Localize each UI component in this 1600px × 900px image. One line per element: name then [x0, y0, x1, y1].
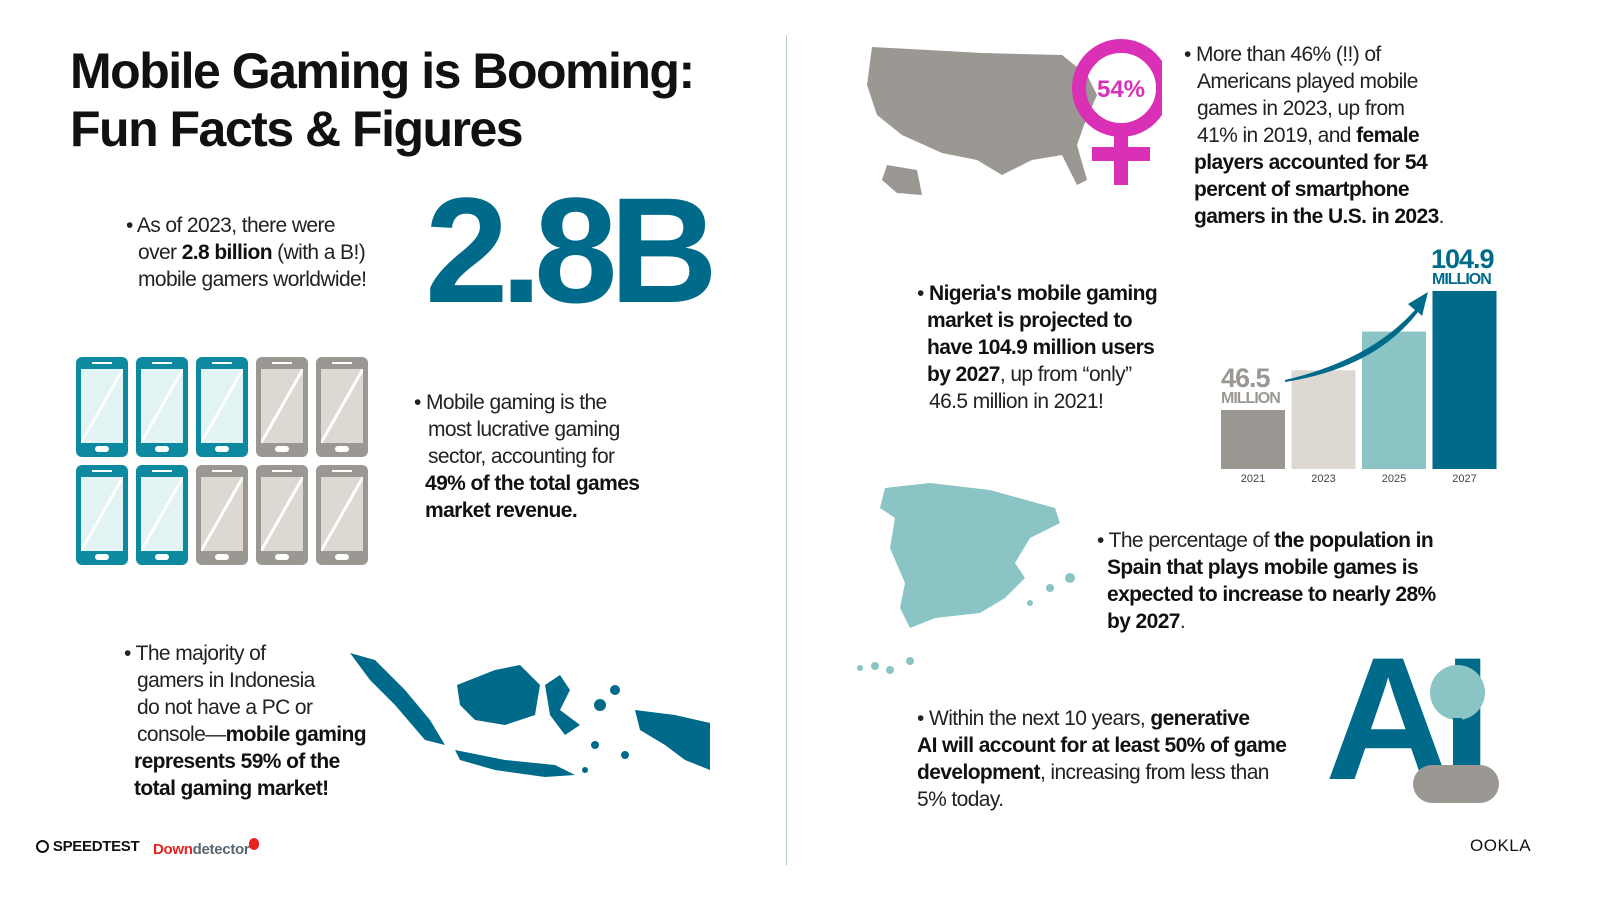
fact-revenue-text: • Mobile gaming is the most lucrative ga… — [414, 391, 640, 522]
bar-2027 — [1432, 290, 1497, 469]
phone-icon — [316, 465, 368, 565]
alert-icon — [249, 838, 260, 850]
female-badge: 54% — [1097, 76, 1145, 103]
bar-2021 — [1221, 410, 1285, 469]
usa-map-female-icon: 54% — [867, 39, 1162, 195]
label-first-unit: MILLION — [1221, 390, 1281, 407]
phone-icon-highlighted — [136, 357, 188, 457]
big-number: 2.8B — [425, 166, 718, 334]
x-tick-label: 2025 — [1381, 473, 1407, 485]
ai-joystick-logo: AI — [1325, 632, 1505, 810]
phone-icon — [256, 357, 308, 457]
phone-icons-grid — [76, 357, 376, 567]
speedtest-logo: SPEEDTEST — [36, 838, 140, 855]
fact-us-text: • More than 46% (!!) of Americans played… — [1184, 43, 1445, 228]
fact-gamers-text: • As of 2023, there were over 2.8 billio… — [126, 214, 367, 291]
indonesia-map — [350, 653, 710, 777]
ookla-logo: OOKLA — [1470, 836, 1532, 855]
phone-icon-highlighted — [76, 465, 128, 565]
phone-icon-highlighted — [196, 357, 248, 457]
x-tick-label: 2021 — [1240, 473, 1266, 485]
label-last-unit: MILLION — [1432, 271, 1492, 288]
phone-icon — [256, 465, 308, 565]
spain-map — [857, 483, 1075, 674]
label-last-value: 104.9 — [1431, 244, 1495, 274]
fact-ai-text: • Within the next 10 years, generative A… — [917, 707, 1287, 811]
phone-icon — [316, 357, 368, 457]
fact-spain-text: • The percentage of the population in Sp… — [1097, 529, 1436, 633]
nigeria-bar-chart: 46.5 MILLION 104.9 MILLION 2021 2023 2025 2… — [1210, 240, 1510, 490]
column-divider — [786, 35, 787, 865]
phone-icon-highlighted — [136, 465, 188, 565]
bar-2023 — [1291, 370, 1356, 469]
growth-arrow — [1285, 292, 1428, 382]
phone-icon — [196, 465, 248, 565]
downdetector-logo: Downdetector — [153, 838, 260, 858]
label-first-value: 46.5 — [1221, 363, 1271, 393]
phone-icon-highlighted — [76, 357, 128, 457]
bar-2025 — [1362, 331, 1426, 469]
gauge-icon — [36, 840, 49, 853]
fact-nigeria-text: • Nigeria's mobile gaming market is proj… — [917, 282, 1158, 413]
fact-indonesia-text: • The majority of gamers in Indonesia do… — [124, 642, 367, 800]
page-title: Mobile Gaming is Booming: Fun Facts & Fig… — [70, 43, 695, 157]
x-tick-label: 2023 — [1311, 473, 1336, 485]
x-tick-label: 2027 — [1452, 473, 1477, 485]
